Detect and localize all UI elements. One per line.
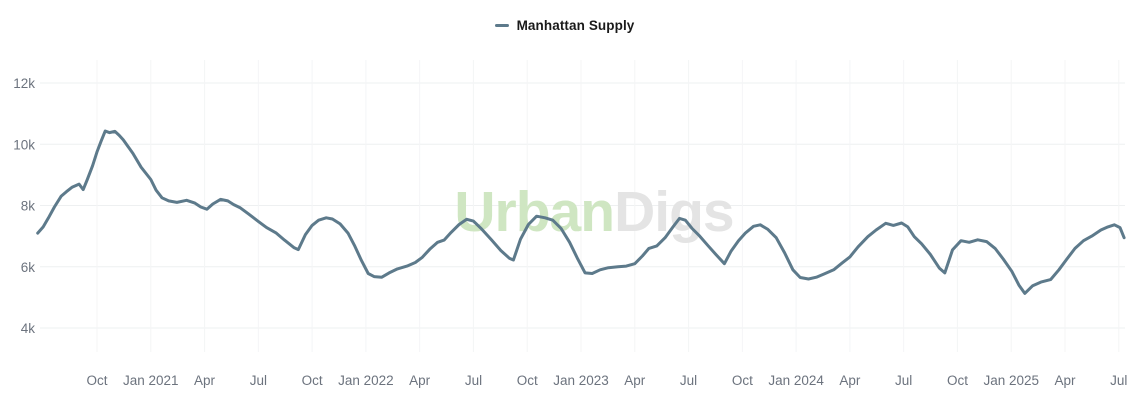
- x-axis-label: Jan 2024: [768, 373, 824, 388]
- x-axis-label: Oct: [517, 373, 538, 388]
- x-axis-label: Jan 2023: [553, 373, 609, 388]
- y-axis-label: 12k: [13, 76, 35, 91]
- x-axis-label: Jul: [895, 373, 912, 388]
- x-axis-label: Jul: [1110, 373, 1127, 388]
- x-axis-label: Jul: [465, 373, 482, 388]
- y-axis-label: 6k: [21, 260, 36, 275]
- legend-label: Manhattan Supply: [516, 18, 635, 33]
- x-axis-label: Jul: [680, 373, 697, 388]
- x-axis-label: Oct: [302, 373, 323, 388]
- y-axis-label: 8k: [21, 199, 36, 214]
- x-axis-label: Apr: [194, 373, 216, 388]
- x-axis-label: Oct: [86, 373, 107, 388]
- x-axis-label: Oct: [732, 373, 753, 388]
- legend-line-marker: [494, 24, 509, 27]
- x-axis-label: Jul: [250, 373, 267, 388]
- legend-item-manhattan-supply[interactable]: Manhattan Supply: [0, 18, 1129, 33]
- y-axis-label: 10k: [13, 137, 35, 152]
- urbandigs-watermark: UrbanDigs: [454, 180, 733, 244]
- x-axis-label: Jan 2021: [123, 373, 179, 388]
- x-axis-label: Apr: [409, 373, 431, 388]
- y-axis-label: 4k: [21, 321, 36, 336]
- series-line-manhattan-supply: [36, 129, 1126, 295]
- x-axis-label: Apr: [1054, 373, 1076, 388]
- x-axis-label: Jan 2025: [983, 373, 1039, 388]
- x-axis-label: Oct: [947, 373, 968, 388]
- x-axis-label: Jan 2022: [338, 373, 394, 388]
- x-axis-label: Apr: [839, 373, 861, 388]
- x-axis-label: Apr: [624, 373, 646, 388]
